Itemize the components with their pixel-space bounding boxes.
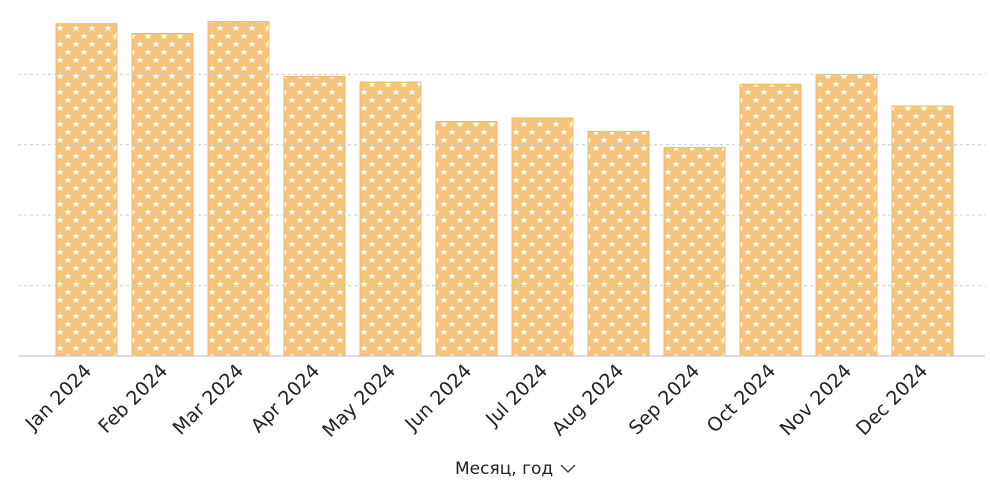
x-axis-label: Месяц, год [455, 459, 553, 479]
x-tick-label: Apr 2024 [247, 360, 324, 437]
bar [207, 21, 270, 357]
bar [587, 130, 650, 357]
x-axis-title[interactable]: Месяц, год [455, 459, 576, 479]
x-tick-label: Oct 2024 [703, 360, 780, 437]
x-tick-label: Mar 2024 [169, 360, 248, 439]
x-tick-label: Jul 2024 [481, 360, 552, 431]
x-tick-label: Sep 2024 [625, 360, 704, 439]
bar [663, 147, 726, 357]
bar [131, 33, 194, 357]
x-tick-label: Jun 2024 [400, 360, 476, 436]
x-tick-label: May 2024 [318, 360, 400, 442]
bar [283, 75, 346, 357]
x-tick-label: Nov 2024 [776, 360, 856, 440]
bar [891, 105, 954, 357]
x-tick-label: Dec 2024 [852, 360, 932, 440]
x-tick-label: Feb 2024 [94, 360, 172, 438]
bar [55, 23, 118, 357]
bar [435, 121, 498, 357]
x-tick-label: Jan 2024 [21, 360, 96, 435]
bar [511, 117, 574, 357]
bar [359, 81, 422, 357]
dropdown-chevron [560, 464, 576, 473]
bar [739, 83, 802, 357]
x-tick-label: Aug 2024 [548, 360, 628, 440]
